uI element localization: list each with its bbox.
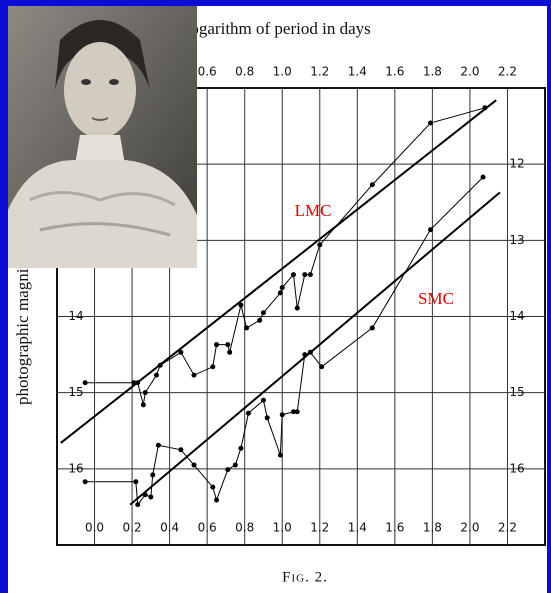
data-point [178,447,183,452]
y-tick-label: 16 [68,461,83,475]
x-tick-label: 2.2 [498,521,517,535]
data-point [154,373,159,378]
y-tick-label-right: 14 [509,309,524,323]
data-point [178,350,183,355]
data-point [261,310,266,315]
x-tick-label-top: 2.0 [460,65,479,79]
data-point [244,325,249,330]
data-point [261,398,266,403]
x-tick-label-top: 1.4 [348,65,367,79]
data-point [214,342,219,347]
x-tick-label-top: 2.2 [498,65,517,79]
data-point [141,402,146,407]
y-tick-label-right: 16 [509,461,524,475]
data-point [317,242,322,247]
data-point [428,121,433,126]
data-point [210,485,215,490]
x-tick-label: 0.0 [85,521,104,535]
data-point [265,415,270,420]
x-tick-label-top: 0.6 [198,65,217,79]
x-tick-label: 0.6 [198,521,217,535]
data-point [225,342,230,347]
x-tick-label-top: 1.8 [423,65,442,79]
data-point [302,352,307,357]
data-point [192,373,197,378]
data-point [238,446,243,451]
data-point [370,182,375,187]
x-tick-label-top: 1.0 [273,65,292,79]
portrait-photo [8,6,197,268]
x-tick-label-top: 0.8 [235,65,254,79]
caption: Fig. 2. [282,569,328,585]
x-tick-label: 1.6 [385,521,404,535]
x-tick-label: 1.4 [348,521,367,535]
data-point [83,479,88,484]
data-point [246,411,251,416]
series-label: SMC [418,289,454,308]
data-point [156,443,161,448]
x-tick-label-top: 1.6 [385,65,404,79]
data-point [295,306,300,311]
data-point [83,380,88,385]
data-point [133,479,138,484]
y-tick-label-right: 15 [509,385,524,399]
data-point [233,463,238,468]
x-tick-label: 0.4 [160,521,179,535]
data-point [158,363,163,368]
x-tick-label: 1.2 [310,521,329,535]
data-point [143,492,148,497]
data-point [302,272,307,277]
data-point [238,303,243,308]
data-point [225,467,230,472]
data-point [280,412,285,417]
chart: Logarithm of period in days photographic… [0,0,551,593]
x-tick-label: 1.8 [423,521,442,535]
data-point [370,325,375,330]
y-tick-label-right: 12 [509,157,524,171]
data-point [308,272,313,277]
data-point [192,463,197,468]
data-point [308,350,313,355]
data-point [295,409,300,414]
x-tick-label: 0.8 [235,521,254,535]
data-point [291,272,296,277]
x-tick-label-top: 1.2 [310,65,329,79]
data-point [481,175,486,180]
data-point [319,364,324,369]
data-point [257,318,262,323]
data-point [428,227,433,232]
data-point [280,285,285,290]
data-point [278,453,283,458]
series-label: LMC [295,201,332,220]
data-point [135,380,140,385]
y-tick-label: 15 [68,385,83,399]
data-point [148,495,153,500]
x-tick-label: 2.0 [460,521,479,535]
data-point [278,290,283,295]
chart-title: Logarithm of period in days [180,19,371,38]
data-point [143,390,148,395]
data-point [210,364,215,369]
x-tick-label: 1.0 [273,521,292,535]
x-tick-label: 0.2 [123,521,142,535]
data-point [227,350,232,355]
data-point [135,502,140,507]
y-tick-label: 14 [68,309,83,323]
page: {"chart_data": { "type": "line", "title"… [0,0,551,593]
data-point [214,498,219,503]
data-point [482,105,487,110]
data-point [150,472,155,477]
y-tick-label-right: 13 [509,233,524,247]
